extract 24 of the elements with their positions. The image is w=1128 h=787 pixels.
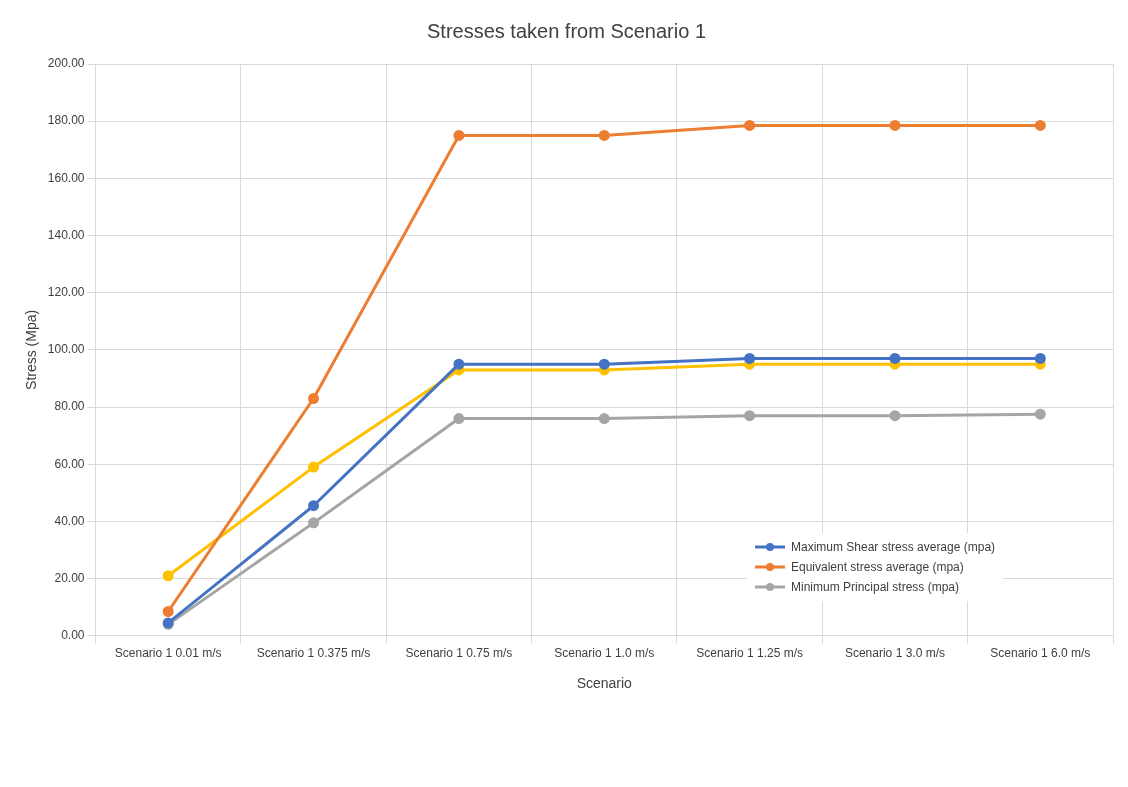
legend-label: Minimum Principal stress (mpa) [791,579,960,594]
legend-label: Maximum Shear stress average (mpa) [791,539,996,554]
x-tick-label: Scenario 1 1.25 m/s [696,646,803,661]
y-tick-label: 160.00 [47,170,85,185]
x-tick-label: Scenario 1 1.0 m/s [554,646,655,661]
y-tick-label: 140.00 [47,227,85,242]
y-tick-label: 200.00 [47,56,85,71]
chart-title: Stresses taken from Scenario 1 [426,19,707,42]
y-tick-label: 180.00 [47,113,85,128]
x-tick-label: Scenario 1 6.0 m/s [990,646,1091,661]
y-tick-label: 80.00 [54,399,85,414]
x-tick-label: Scenario 1 3.0 m/s [844,646,945,661]
y-tick-label: 0.00 [61,628,85,643]
x-tick-label: Scenario 1 0.01 m/s [114,646,222,661]
y-tick-label: 120.00 [47,285,85,300]
y-tick-label: 60.00 [54,456,85,471]
y-tick-label: 20.00 [54,570,85,585]
legend-label: Equivalent stress average (mpa) [791,559,964,574]
y-axis-title: Stress (Mpa) [23,309,40,390]
y-tick-label: 40.00 [54,513,85,528]
x-axis-title: Scenario [576,675,633,692]
x-tick-label: Scenario 1 0.75 m/s [405,646,513,661]
x-tick-label: Scenario 1 0.375 m/s [256,646,371,661]
y-tick-label: 100.00 [47,342,85,357]
